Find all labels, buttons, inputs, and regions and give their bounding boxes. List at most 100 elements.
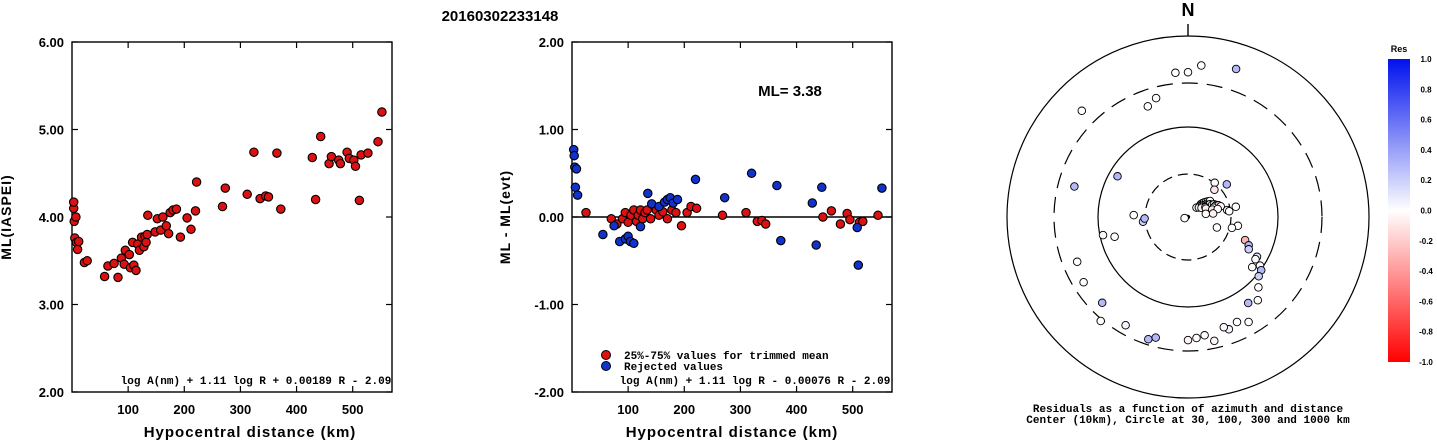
station-residual-point — [1251, 254, 1260, 264]
legend-label-trimmed: 25%-75% values for trimmed mean — [624, 351, 829, 363]
data-point — [249, 147, 259, 157]
formula-label-2: log A(nm) + 1.11 log R - 0.00076 R - 2.0… — [620, 376, 891, 388]
data-point — [643, 188, 653, 199]
station-residual-point — [1231, 64, 1241, 74]
x-tick-label: 300 — [230, 402, 252, 417]
plot-frame-1 — [71, 41, 393, 393]
x-tick-label: 400 — [786, 402, 808, 417]
data-point — [142, 229, 152, 240]
data-point — [307, 152, 318, 163]
data-point — [158, 212, 168, 222]
station-residual-point — [1183, 335, 1193, 345]
data-point — [175, 232, 186, 242]
data-point — [852, 222, 862, 233]
data-point — [776, 235, 786, 246]
station-residual-point — [1121, 320, 1130, 330]
x-tick-label: 500 — [842, 402, 864, 417]
station-residual-point — [1144, 334, 1153, 344]
legend: 25%-75% values for trimmed mean Rejected… — [601, 350, 829, 374]
data-point — [99, 271, 110, 282]
data-point — [645, 214, 656, 224]
data-point — [276, 204, 286, 214]
data-point — [82, 256, 92, 266]
station-residual-point — [1180, 213, 1189, 223]
legend-marker-rejected — [601, 361, 611, 371]
data-point — [817, 182, 827, 193]
data-point — [186, 224, 196, 235]
data-point — [141, 237, 151, 248]
data-point — [873, 210, 883, 221]
data-point — [124, 249, 135, 260]
data-point — [719, 192, 730, 203]
data-point — [853, 260, 864, 270]
station-residual-point — [1212, 223, 1222, 232]
data-point — [717, 210, 728, 221]
x-tick-label: 100 — [117, 402, 139, 417]
station-residual-point — [1208, 209, 1218, 218]
data-point — [377, 107, 387, 117]
data-point — [635, 221, 646, 232]
data-point — [835, 219, 846, 229]
data-point — [315, 131, 326, 142]
station-residual-point — [1192, 333, 1201, 343]
y-tick-label: 0.00 — [539, 210, 564, 225]
data-point — [845, 214, 855, 225]
station-residual-point — [1243, 298, 1253, 308]
data-point — [171, 204, 182, 214]
figure-title: 20160302233148 — [441, 8, 559, 25]
station-residual-point — [1070, 182, 1079, 191]
station-residual-point — [1200, 331, 1209, 340]
colorbar-tick-label: 0.2 — [1420, 176, 1432, 185]
data-point — [161, 221, 172, 231]
y-axis-label-1: ML(IASPEI) — [0, 174, 14, 259]
station-residual-point — [1210, 185, 1219, 194]
station-residual-point — [1244, 245, 1253, 254]
station-residual-point — [1222, 180, 1232, 189]
station-residual-point — [1129, 210, 1138, 220]
data-point — [629, 238, 639, 249]
colorbar-tick-label: 0.0 — [1420, 207, 1432, 216]
station-residual-point — [1113, 172, 1122, 181]
data-point — [143, 210, 153, 221]
circle-100km — [1097, 126, 1279, 308]
colorbar-gradient — [1388, 59, 1410, 362]
colorbar-tick-label: 1.0 — [1420, 55, 1432, 64]
residual-colorbar: Res 1.0 0.8 0.6 0.4 0.2 0.0 -0.2 -0.4 -0.6 -0.8 -1… — [1388, 44, 1433, 367]
x-tick-label: 100 — [617, 402, 639, 417]
data-point — [672, 194, 683, 205]
polar-caption-line2: Center (10km), Circle at 30, 100, 300 an… — [1026, 415, 1350, 427]
data-point — [811, 240, 821, 250]
station-residual-point — [1254, 283, 1263, 292]
x-tick-label: 200 — [173, 402, 195, 417]
data-point — [354, 195, 365, 206]
station-residual-point — [1151, 333, 1160, 342]
station-residual-point — [1210, 178, 1219, 188]
data-point — [690, 174, 701, 185]
data-point — [310, 194, 321, 205]
data-point — [570, 182, 581, 193]
station-residual-point — [1201, 209, 1211, 219]
data-point — [858, 216, 868, 227]
station-residual-point — [1254, 272, 1263, 281]
station-residual-point — [1253, 295, 1263, 305]
x-tick-label: 500 — [342, 402, 364, 417]
station-residual-point — [1183, 67, 1193, 77]
data-point — [772, 180, 782, 191]
station-residual-point — [1140, 214, 1149, 223]
colorbar-tick-label: -0.8 — [1419, 328, 1433, 337]
station-residual-point — [1110, 232, 1119, 241]
data-point — [569, 150, 579, 161]
data-point — [113, 272, 123, 283]
azimuth-residual-panel: N Residuals as a function of azimuth and… — [1006, 0, 1370, 427]
y-tick-label: -2.00 — [534, 385, 564, 400]
data-point — [182, 213, 192, 223]
circle-300km — [1053, 82, 1323, 352]
data-point — [72, 244, 83, 255]
data-point — [676, 221, 687, 231]
data-point — [68, 197, 79, 207]
data-point — [691, 203, 702, 214]
ml-annotation: ML= 3.38 — [758, 83, 822, 100]
y-tick-label: 2.00 — [539, 35, 564, 50]
data-point — [877, 183, 887, 193]
